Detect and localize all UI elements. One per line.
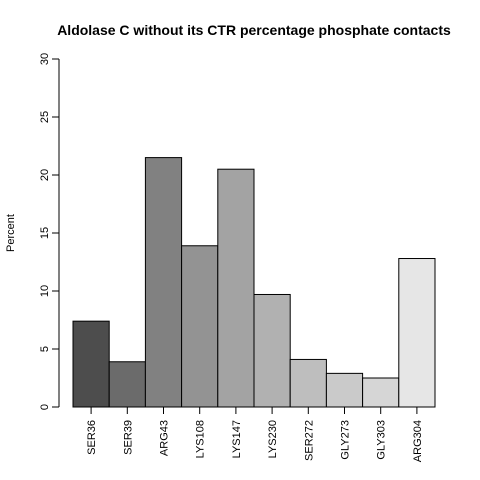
y-tick-label: 25 xyxy=(39,111,51,123)
bar-ser36 xyxy=(72,320,110,408)
chart-title: Aldolase C without its CTR percentage ph… xyxy=(57,22,451,38)
bar-gly273 xyxy=(325,372,364,408)
bar-ser272 xyxy=(289,358,327,408)
bar-ser39 xyxy=(108,361,146,408)
bar-gly303 xyxy=(362,377,400,408)
y-tick-label: 10 xyxy=(39,285,51,297)
x-tick-label: ARG304 xyxy=(412,420,424,462)
x-tick-label: SER39 xyxy=(122,420,134,455)
y-tick-label: 20 xyxy=(39,169,51,181)
y-tick-label: 15 xyxy=(39,227,51,239)
y-axis: 0 5 10 15 20 25 30 xyxy=(39,53,60,410)
y-tick-label: 0 xyxy=(39,404,51,410)
x-axis: SER36 SER39 ARG43 LYS108 LYS147 LYS230 SER272 G… xyxy=(73,406,435,462)
bar-lys108 xyxy=(181,245,219,408)
y-axis-label: Percent xyxy=(5,214,17,252)
y-tick-label: 5 xyxy=(39,346,51,352)
x-tick-label: GLY273 xyxy=(340,420,352,460)
x-tick-label: SER272 xyxy=(303,420,315,461)
x-tick-label: LYS230 xyxy=(267,420,279,458)
y-tick-label: 30 xyxy=(39,53,51,65)
bar-lys230 xyxy=(253,293,291,408)
x-tick-label: SER36 xyxy=(86,420,98,455)
bar-arg304 xyxy=(398,258,436,408)
bars-group xyxy=(72,157,436,408)
bar-arg43 xyxy=(144,157,183,408)
bar-lys147 xyxy=(217,168,255,408)
x-tick-label: GLY303 xyxy=(376,420,388,460)
x-tick-label: LYS147 xyxy=(231,420,243,458)
x-tick-label: LYS108 xyxy=(195,420,207,458)
x-tick-label: ARG43 xyxy=(159,420,171,456)
